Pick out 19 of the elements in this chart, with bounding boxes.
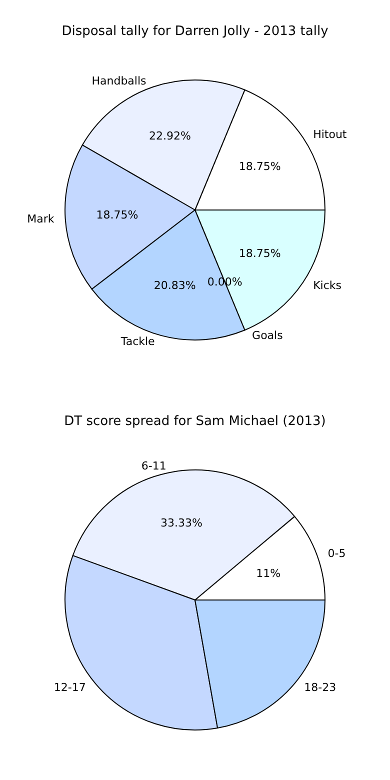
data-label: 18.75% <box>238 160 281 174</box>
slice-label: 6-11 <box>141 460 166 473</box>
data-label: 20.83% <box>154 278 196 292</box>
chart-title: Disposal tally for Darren Jolly - 2013 tally <box>62 24 329 39</box>
chart-title: DT score spread for Sam Michael (2013) <box>64 414 326 429</box>
data-label: 33.33% <box>160 516 202 530</box>
data-label: 18.75% <box>238 246 281 260</box>
slice-label: Tackle <box>120 334 156 348</box>
data-label: 18.75% <box>96 208 138 222</box>
data-label: 22.92% <box>148 130 191 143</box>
slice-label: Kicks <box>313 279 342 292</box>
slice-label: Hitout <box>313 128 348 141</box>
slice-label: 18-23 <box>304 680 336 694</box>
data-label: 11% <box>256 566 281 580</box>
slice-label: Handballs <box>92 74 147 88</box>
slice-label: 0-5 <box>328 546 346 560</box>
slice-label: Mark <box>27 212 55 226</box>
category-label: Goals <box>252 329 283 342</box>
slice-label: 12-17 <box>54 680 86 694</box>
